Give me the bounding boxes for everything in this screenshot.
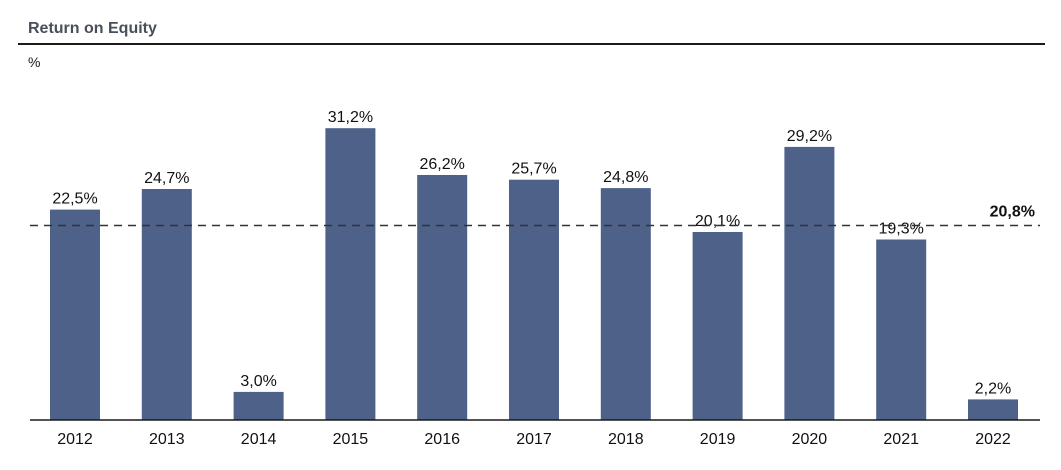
- bar-2016: [417, 175, 468, 420]
- x-tick-label-2012: 2012: [57, 431, 93, 448]
- x-tick-label-2021: 2021: [883, 431, 919, 448]
- average-reference-label: 20,8%: [990, 204, 1035, 221]
- bar-2021: [876, 239, 927, 420]
- bar-2015: [325, 128, 376, 420]
- bar-2020: [784, 146, 835, 420]
- x-tick-label-2015: 2015: [333, 431, 369, 448]
- data-label-2017: 25,7%: [511, 161, 556, 178]
- data-label-2021: 19,3%: [879, 221, 924, 238]
- x-tick-label-2014: 2014: [241, 431, 277, 448]
- bar-2018: [600, 188, 651, 420]
- bar-2013: [141, 189, 192, 420]
- data-label-2020: 29,2%: [787, 128, 832, 145]
- data-label-2012: 22,5%: [52, 191, 97, 208]
- bar-2019: [692, 232, 743, 420]
- data-label-2018: 24,8%: [603, 169, 648, 186]
- data-label-2019: 20,1%: [695, 213, 740, 230]
- chart-title: Return on Equity: [28, 20, 157, 37]
- x-tick-label-2022: 2022: [975, 431, 1011, 448]
- bar-2014: [233, 391, 284, 420]
- x-tick-label-2018: 2018: [608, 431, 644, 448]
- bar-2017: [509, 179, 559, 420]
- bar-2022: [968, 399, 1018, 420]
- x-tick-label-2017: 2017: [516, 431, 552, 448]
- x-tick-label-2020: 2020: [792, 431, 828, 448]
- x-tick-label-2019: 2019: [700, 431, 736, 448]
- x-tick-label-2016: 2016: [424, 431, 460, 448]
- x-tick-label-2013: 2013: [149, 431, 185, 448]
- data-label-2015: 31,2%: [328, 109, 373, 126]
- unit-label: %: [28, 54, 41, 70]
- data-label-2013: 24,7%: [144, 170, 189, 187]
- data-label-2022: 2,2%: [975, 380, 1011, 397]
- title-divider: [18, 43, 1045, 45]
- data-label-2016: 26,2%: [420, 156, 465, 173]
- data-label-2014: 3,0%: [240, 373, 276, 390]
- bar-2012: [50, 209, 100, 420]
